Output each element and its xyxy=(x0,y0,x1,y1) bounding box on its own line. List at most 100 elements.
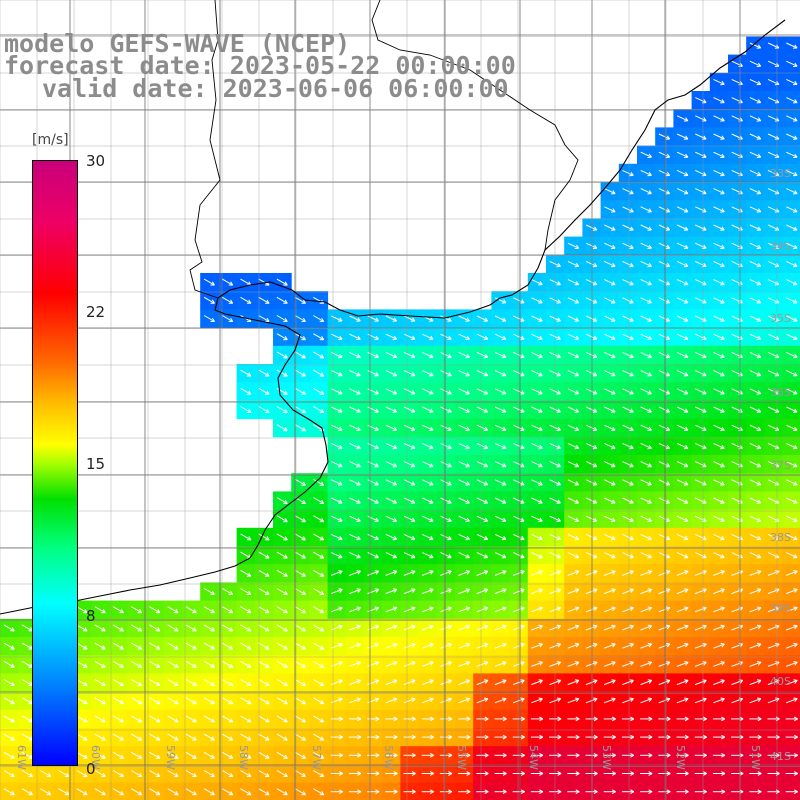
wind-arrow xyxy=(713,97,725,104)
wind-arrow xyxy=(585,370,598,377)
longitude-label: 57W xyxy=(310,745,323,770)
wind-arrow xyxy=(604,279,616,286)
wind-arrow xyxy=(695,188,707,195)
wind-arrow xyxy=(585,351,598,359)
latitude-label: 39S xyxy=(770,602,791,615)
wind-arrow xyxy=(258,315,270,322)
latitude-label: 36S xyxy=(770,386,791,399)
wind-arrow xyxy=(658,133,671,140)
wind-arrow xyxy=(494,351,507,359)
wind-arrow xyxy=(513,351,525,359)
wind-arrow xyxy=(622,206,634,213)
wind-arrow xyxy=(695,224,707,231)
wind-arrow xyxy=(567,333,580,340)
wind-arrow xyxy=(422,388,434,395)
wind-arrow xyxy=(658,315,671,322)
wind-arrow xyxy=(403,388,416,395)
wind-arrow xyxy=(276,315,288,322)
wind-arrow xyxy=(676,115,689,122)
wind-arrow xyxy=(731,133,743,140)
wind-arrow xyxy=(622,188,634,195)
wind-arrow xyxy=(476,388,489,395)
wind-arrow xyxy=(786,42,798,49)
wind-arrow xyxy=(622,169,634,177)
wind-arrow xyxy=(440,370,452,377)
wind-arrow xyxy=(786,97,798,104)
wind-arrow xyxy=(731,206,743,213)
wind-arrow xyxy=(713,333,725,340)
wind-arrow xyxy=(676,224,689,231)
wind-arrow xyxy=(494,333,507,340)
wind-arrow xyxy=(640,169,652,177)
wind-arrow xyxy=(567,351,580,359)
wind-arrow xyxy=(713,188,725,195)
wind-arrow xyxy=(676,315,689,322)
wind-arrow xyxy=(695,333,707,340)
wind-arrow xyxy=(786,297,798,304)
wind-arrow xyxy=(676,388,689,395)
wind-arrow xyxy=(786,188,798,195)
wind-arrow xyxy=(403,333,416,340)
wind-arrow xyxy=(786,60,798,67)
colorbar-tick-15: 15 xyxy=(86,455,106,473)
valid-date: valid date: 2023-06-06 06:00:00 xyxy=(42,74,509,103)
wind-arrow xyxy=(604,260,616,268)
wind-arrow xyxy=(440,333,452,340)
wind-arrow xyxy=(403,315,416,322)
wind-arrow xyxy=(622,279,634,286)
wind-arrow xyxy=(276,278,288,286)
wind-arrow xyxy=(695,279,707,286)
wind-arrow xyxy=(294,315,306,322)
wind-arrow xyxy=(604,315,616,322)
wind-arrow xyxy=(713,224,725,231)
wind-arrow xyxy=(440,315,452,322)
wind-arrow xyxy=(731,78,743,86)
wind-arrow xyxy=(713,151,725,158)
wind-arrow xyxy=(567,315,580,322)
wind-arrow xyxy=(695,97,707,104)
wind-arrow xyxy=(513,388,525,395)
longitude-label: 55W xyxy=(455,745,468,770)
wind-arrow xyxy=(786,333,798,340)
latitude-label: 37S xyxy=(770,459,791,472)
wind-arrow xyxy=(676,242,689,249)
wind-arrow xyxy=(640,351,652,359)
wind-arrow xyxy=(786,78,798,86)
wind-arrow xyxy=(731,279,743,286)
wind-arrow xyxy=(713,370,725,377)
longitude-label: 52W xyxy=(674,745,687,770)
wind-arrow xyxy=(786,315,798,322)
wind-arrow xyxy=(713,351,725,359)
wind-arrow xyxy=(494,297,507,304)
wind-arrow xyxy=(622,333,634,340)
wind-arrow xyxy=(494,388,507,395)
wind-arrow xyxy=(240,369,252,377)
wind-arrow xyxy=(786,224,798,231)
wind-arrow xyxy=(513,297,525,304)
wind-arrow xyxy=(749,78,762,86)
wind-arrow xyxy=(786,151,798,158)
wind-arrow xyxy=(713,169,725,177)
wind-arrow xyxy=(749,133,762,140)
wind-arrow xyxy=(276,333,288,341)
wind-arrow xyxy=(731,169,743,177)
wind-arrow xyxy=(604,333,616,340)
wind-arrow xyxy=(585,388,598,395)
wind-arrow xyxy=(749,370,762,377)
wind-arrow xyxy=(786,115,798,122)
wind-arrow xyxy=(458,388,470,395)
wind-arrow xyxy=(695,206,707,213)
wind-arrow xyxy=(294,351,306,359)
wind-arrow xyxy=(713,388,725,395)
wind-arrow xyxy=(695,260,707,268)
wind-arrow xyxy=(786,351,798,359)
wind-arrow xyxy=(749,315,762,322)
wind-arrow xyxy=(658,242,671,249)
wind-arrow xyxy=(349,370,361,377)
colorbar-tick-8: 8 xyxy=(86,607,96,625)
colorbar-tick-0: 0 xyxy=(86,760,96,778)
wind-arrow xyxy=(731,351,743,359)
wind-arrow xyxy=(786,260,798,268)
wind-arrow xyxy=(622,315,634,322)
